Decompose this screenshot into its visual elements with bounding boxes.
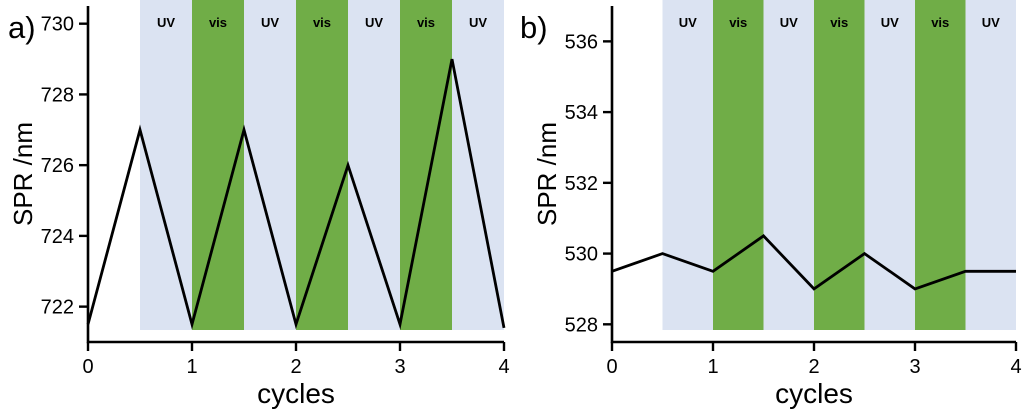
band-vis <box>192 0 244 330</box>
band-label-uv: UV <box>679 15 697 30</box>
band-label-uv: UV <box>780 15 798 30</box>
x-tick-label: 0 <box>606 356 617 378</box>
panel-label: a) <box>8 10 36 45</box>
band-label-uv: UV <box>157 15 175 30</box>
band-label-uv: UV <box>881 15 899 30</box>
x-tick-label: 1 <box>707 356 718 378</box>
x-axis-title: cycles <box>775 378 853 409</box>
band-uv <box>140 0 192 330</box>
band-uv <box>965 0 1016 330</box>
data-line <box>86 58 506 330</box>
band-uv <box>348 0 400 330</box>
y-tick-label: 528 <box>565 314 598 336</box>
data-line <box>611 234 1016 291</box>
band-label-uv: UV <box>365 15 383 30</box>
x-tick-label: 3 <box>394 356 405 378</box>
y-tick-label: 722 <box>41 297 74 319</box>
x-tick-label: 3 <box>909 356 920 378</box>
band-vis <box>814 0 865 330</box>
band-vis <box>713 0 764 330</box>
band-uv <box>662 0 713 330</box>
band-label-uv: UV <box>261 15 279 30</box>
chart-panel-b: UV vis UV vis UV vis UV 528 530 532 534 536 0 1 2 3 4 SPR… <box>512 0 1024 411</box>
x-tick-label: 0 <box>82 356 93 378</box>
y-tick-label: 534 <box>565 102 598 124</box>
x-axis-title: cycles <box>257 378 335 409</box>
band-uv <box>452 0 504 330</box>
y-tick-label: 728 <box>41 84 74 106</box>
band-uv <box>244 0 296 330</box>
panel-label: b) <box>520 10 548 45</box>
x-tick-label: 2 <box>808 356 819 378</box>
band-label-vis: vis <box>313 15 331 30</box>
y-tick-label: 530 <box>565 244 598 266</box>
band-label-vis: vis <box>830 15 848 30</box>
band-label-vis: vis <box>417 15 435 30</box>
y-tick-label: 532 <box>565 173 598 195</box>
y-axis-title: SPR /nm <box>8 122 38 226</box>
band-label-uv: UV <box>982 15 1000 30</box>
x-tick-label: 1 <box>186 356 197 378</box>
band-label-vis: vis <box>931 15 949 30</box>
band-label-vis: vis <box>209 15 227 30</box>
band-uv <box>864 0 915 330</box>
x-tick-label: 4 <box>1010 356 1021 378</box>
x-tick-label: 2 <box>290 356 301 378</box>
y-tick-label: 724 <box>41 226 74 248</box>
band-vis <box>296 0 348 330</box>
band-label-vis: vis <box>729 15 747 30</box>
chart-b: UV vis UV vis UV vis UV 528 530 532 534 536 0 1 2 3 4 SPR… <box>520 0 1022 409</box>
x-tick-label: 4 <box>498 356 509 378</box>
y-tick-label: 536 <box>565 31 598 53</box>
band-label-uv: UV <box>469 15 487 30</box>
band-uv <box>763 0 814 330</box>
y-tick-label: 730 <box>41 14 74 36</box>
chart-panel-a: UV vis UV vis UV vis UV 722 724 726 728 730 0 1 2 3 4 SPR… <box>0 0 512 411</box>
y-axis-title: SPR /nm <box>532 122 562 226</box>
chart-a: UV vis UV vis UV vis UV 722 724 726 728 730 0 1 2 3 4 SPR… <box>8 0 510 409</box>
y-tick-label: 726 <box>41 155 74 177</box>
